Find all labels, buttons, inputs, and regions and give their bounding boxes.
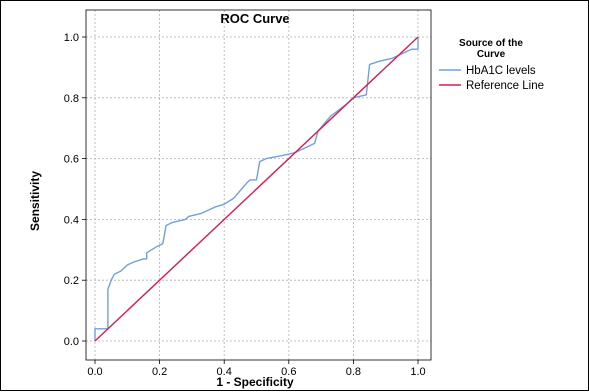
y-tick-label: 0.4: [64, 214, 79, 226]
chart-title: ROC Curve: [220, 11, 289, 26]
y-tick-label: 1.0: [64, 32, 79, 44]
y-axis-title: Sensitivity: [28, 171, 42, 231]
plot-border: [85, 9, 432, 361]
x-axis-title: 1 - Specificity: [216, 375, 294, 389]
series-reference-line: [94, 36, 419, 342]
x-tick-label: 0.6: [281, 366, 296, 378]
legend-title-line2: Curve: [477, 49, 506, 60]
x-tick-label: 1.0: [410, 366, 425, 378]
legend: Source of the Curve HbA1C levels Referen…: [439, 38, 544, 92]
series-hba1c-line: [94, 37, 419, 341]
ticks: 0.0 0.2 0.4 0.6 0.8 1.0 0.0 0.2 0.4 0.6 0.8 1.0: [64, 32, 426, 378]
legend-label-reference: Reference Line: [466, 80, 544, 92]
y-tick-label: 0.8: [64, 93, 79, 105]
grid: [86, 10, 431, 360]
y-tick-label: 0.6: [64, 154, 79, 166]
legend-title-line1: Source of the: [459, 38, 523, 49]
y-tick-label: 0.2: [64, 275, 79, 287]
x-tick-label: 0.2: [152, 366, 167, 378]
x-tick-label: 0.8: [346, 366, 361, 378]
y-tick-label: 0.0: [64, 336, 79, 348]
x-tick-label: 0.0: [87, 366, 102, 378]
legend-label-hba1c: HbA1C levels: [466, 65, 536, 77]
series-layer: [94, 36, 419, 342]
x-tick-label: 0.4: [217, 366, 232, 378]
